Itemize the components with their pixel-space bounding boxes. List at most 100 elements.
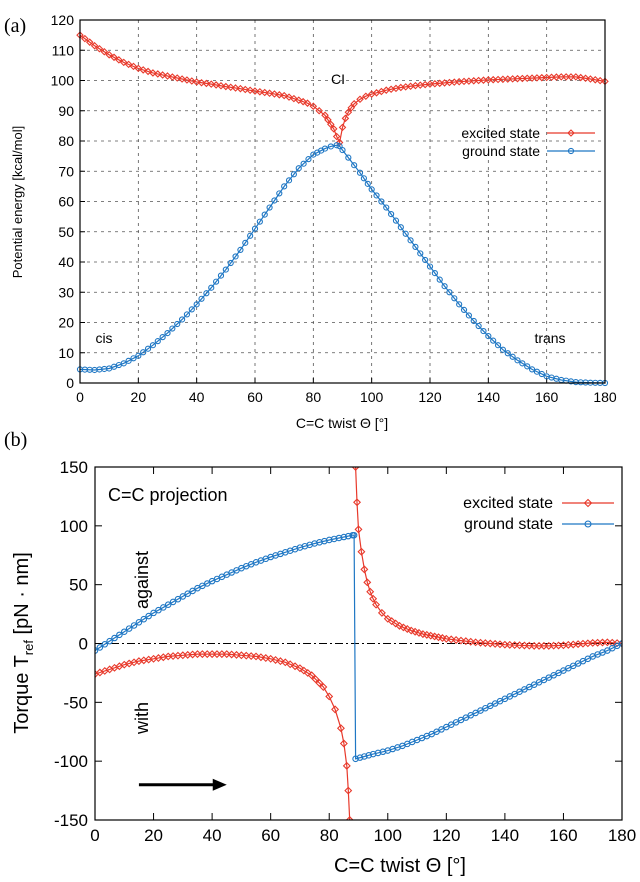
data-point — [567, 73, 575, 81]
data-point — [189, 587, 196, 595]
annotation-against: against — [132, 551, 152, 609]
data-point — [95, 44, 104, 53]
data-point — [315, 106, 323, 115]
x-axis-label: C=C twist Θ [°] — [296, 415, 388, 431]
data-point — [466, 637, 475, 646]
legend-swatch-excited — [547, 129, 595, 137]
x-tick-label: 60 — [247, 389, 263, 405]
legend-swatch-ground — [547, 147, 595, 155]
data-point — [387, 617, 396, 626]
data-point — [184, 590, 191, 597]
data-point — [295, 165, 302, 172]
panel-label-b: (b) — [4, 429, 27, 451]
data-point — [160, 604, 167, 611]
legend-label-ground: ground state — [462, 143, 540, 159]
data-point — [336, 724, 345, 733]
y-tick-label: -100 — [54, 752, 88, 771]
data-point — [285, 177, 293, 184]
data-point — [510, 641, 519, 650]
data-point — [124, 60, 133, 69]
data-point — [481, 639, 490, 648]
data-point — [344, 108, 353, 117]
data-point — [494, 342, 502, 349]
data-point — [562, 73, 570, 81]
data-point — [392, 217, 400, 224]
data-point — [353, 498, 362, 507]
data-point — [110, 53, 118, 62]
data-point — [120, 360, 127, 367]
x-tick-labels: 0 20 40 60 80 100 120 140 160 180 — [76, 389, 617, 405]
data-point — [169, 325, 176, 332]
data-point — [294, 96, 303, 104]
data-point — [303, 99, 312, 107]
data-point — [476, 638, 485, 647]
y-tick-labels: -150 -100 -50 0 50 100 150 — [54, 458, 622, 830]
data-point — [213, 278, 220, 285]
data-point — [95, 647, 99, 654]
data-point — [339, 146, 346, 154]
data-point — [101, 641, 109, 648]
legend-swatch-ground — [562, 520, 614, 528]
data-point — [197, 78, 206, 87]
data-point — [290, 94, 298, 103]
panel-b: (b) -150 -100 -50 0 50 100 150 0 20 40 60 80 100 120… — [4, 429, 636, 877]
data-point — [227, 650, 236, 659]
data-point — [154, 338, 161, 345]
x-axis-label: C=C twist Θ [°] — [334, 855, 466, 877]
data-point — [618, 640, 622, 647]
data-point — [528, 366, 536, 373]
data-point — [207, 80, 216, 88]
series-line — [79, 34, 606, 145]
data-point — [256, 218, 263, 225]
data-point — [299, 666, 308, 675]
data-point — [373, 192, 380, 199]
data-point — [364, 180, 371, 187]
data-point — [309, 102, 318, 110]
annotation-cis: cis — [95, 330, 112, 346]
data-point — [351, 467, 360, 471]
legend-swatch-excited — [562, 498, 614, 508]
data-point — [121, 628, 128, 636]
data-point — [242, 239, 249, 246]
data-point — [491, 639, 500, 648]
data-point — [247, 652, 256, 661]
data-point — [339, 739, 348, 748]
data-point — [193, 301, 200, 308]
panel-label-a: (a) — [4, 15, 26, 37]
data-point — [596, 76, 604, 85]
data-point — [514, 357, 521, 364]
data-point — [327, 143, 334, 150]
data-point — [581, 74, 590, 83]
data-point — [431, 269, 438, 277]
data-point — [178, 316, 186, 323]
legend-label-excited: excited state — [461, 125, 540, 141]
y-axis-label: Potential energy [kcal/mol] — [10, 126, 25, 278]
data-point — [338, 123, 347, 132]
data-point — [352, 755, 359, 763]
data-point — [115, 56, 123, 64]
data-point — [442, 634, 451, 643]
data-point — [256, 88, 264, 96]
data-point — [81, 34, 89, 43]
data-point — [116, 631, 123, 639]
data-point — [261, 654, 270, 662]
data-point — [415, 628, 423, 637]
data-point — [188, 306, 195, 313]
data-point — [417, 250, 424, 257]
data-point — [222, 266, 229, 273]
data-point — [222, 82, 230, 91]
data-point — [281, 658, 290, 667]
data-point — [100, 47, 109, 56]
data-point — [403, 625, 412, 633]
series-ground-state — [76, 142, 609, 387]
data-point — [324, 116, 332, 124]
y-tick-label: 30 — [58, 284, 74, 300]
data-point — [362, 92, 370, 101]
y-tick-label: 0 — [66, 375, 74, 391]
data-point — [586, 75, 595, 83]
data-point — [226, 83, 235, 92]
data-point — [217, 81, 225, 90]
series-line — [355, 467, 622, 647]
data-point — [441, 283, 448, 290]
x-tick-label: 140 — [477, 389, 501, 405]
